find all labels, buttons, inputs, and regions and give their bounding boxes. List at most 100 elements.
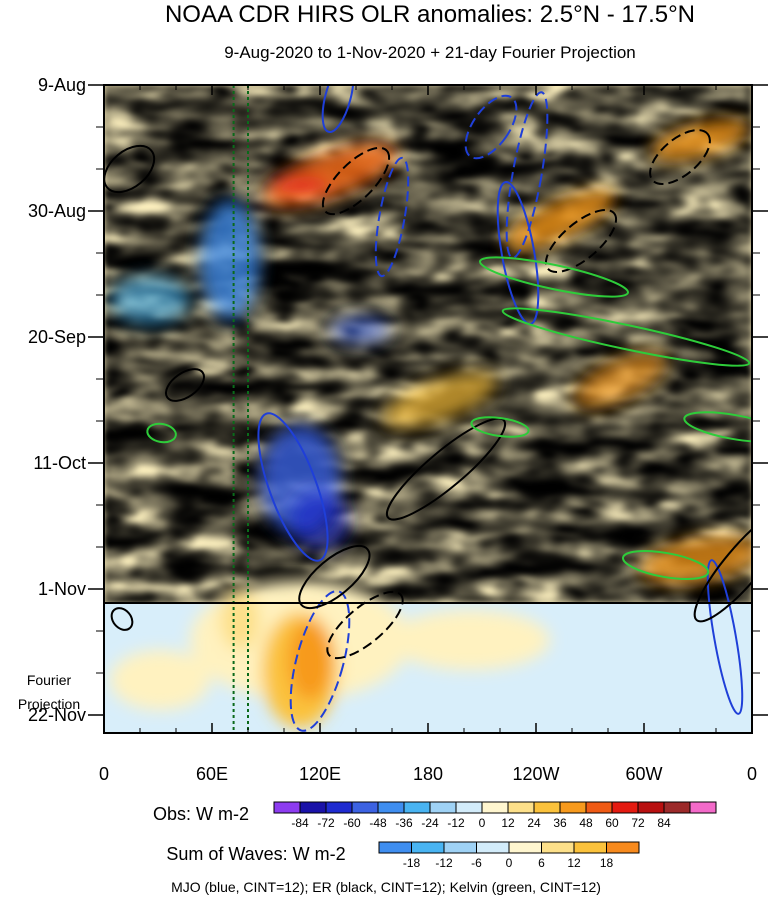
colorbar-swatch bbox=[585, 801, 613, 814]
colorbar-level-label: 72 bbox=[631, 816, 645, 830]
colorbar-level-label: 12 bbox=[567, 856, 581, 870]
contour-mjo bbox=[289, 590, 351, 732]
x-tick-label: 0 bbox=[99, 764, 109, 784]
obs-colorbar: -84 -72 -60 -48 -36 -24 -12 0 12 24 36 48 60 72 84 bbox=[273, 801, 717, 830]
colorbar-swatch bbox=[455, 801, 483, 814]
chart-title: NOAA CDR HIRS OLR anomalies: 2.5°N - 17.… bbox=[165, 1, 695, 28]
colorbar-swatch bbox=[541, 841, 575, 854]
contour-er bbox=[110, 607, 134, 631]
contour-kelvin bbox=[470, 416, 530, 438]
contour-er bbox=[326, 590, 404, 660]
colorbar-swatch bbox=[606, 841, 640, 854]
y-tick-label: 22-Nov bbox=[28, 705, 86, 725]
colorbar-level-label: -24 bbox=[421, 816, 439, 830]
projection-field bbox=[110, 580, 550, 728]
colorbar-level-label: -18 bbox=[403, 856, 421, 870]
colorbar-swatch bbox=[533, 801, 561, 814]
colorbar-swatch bbox=[273, 801, 301, 814]
colorbar-level-label: 24 bbox=[527, 816, 541, 830]
colorbar-swatch bbox=[443, 841, 477, 854]
y-axis: 9-Aug 30-Aug 20-Sep 11-Oct 1-Nov 22-Nov bbox=[28, 75, 768, 725]
x-tick-label: 120W bbox=[512, 764, 559, 784]
waves-colorbar: -18 -12 -6 0 6 12 18 bbox=[378, 841, 640, 870]
x-tick-label: 180 bbox=[413, 764, 443, 784]
colorbar-swatch bbox=[507, 801, 535, 814]
contour-kelvin bbox=[622, 550, 710, 580]
contour-mjo bbox=[505, 91, 549, 259]
colorbar-swatch bbox=[611, 801, 639, 814]
colorbar-swatch bbox=[663, 801, 691, 814]
colorbar-level-label: -36 bbox=[395, 816, 413, 830]
colorbar-level-label: 0 bbox=[479, 816, 486, 830]
x-axis: 0 60E 120E 180 120W 60W 0 bbox=[99, 85, 757, 784]
colorbar-swatch bbox=[429, 801, 457, 814]
colorbar-swatch bbox=[573, 841, 607, 854]
wave-contours bbox=[104, 85, 752, 732]
x-tick-label: 60E bbox=[196, 764, 228, 784]
colorbar-level-label: -60 bbox=[343, 816, 361, 830]
colorbar-level-label: -6 bbox=[471, 856, 482, 870]
colorbar-swatch bbox=[637, 801, 665, 814]
colorbar-swatch bbox=[403, 801, 431, 814]
contour-er bbox=[321, 146, 391, 216]
colorbar-level-label: -48 bbox=[369, 816, 387, 830]
contour-mjo bbox=[257, 412, 329, 562]
contour-kelvin bbox=[683, 411, 752, 443]
colorbar-swatch bbox=[689, 801, 717, 814]
obs-field-warm bbox=[104, 85, 752, 603]
x-tick-label: 120E bbox=[299, 764, 341, 784]
dotted-lines bbox=[232, 85, 249, 733]
x-tick-label: 0 bbox=[747, 764, 757, 784]
colorbar-swatch bbox=[299, 801, 327, 814]
colorbar-level-label: -12 bbox=[435, 856, 453, 870]
y-tick-label: 20-Sep bbox=[28, 327, 86, 347]
contour-er bbox=[544, 208, 618, 274]
colorbar-level-label: 6 bbox=[538, 856, 545, 870]
contour-mjo bbox=[321, 85, 355, 133]
colorbar-level-label: 0 bbox=[506, 856, 513, 870]
contour-kelvin bbox=[479, 256, 629, 298]
colorbar-swatch bbox=[351, 801, 379, 814]
contour-mjo bbox=[706, 559, 744, 715]
colorbar-level-label: -12 bbox=[447, 816, 465, 830]
colorbar-level-label: -84 bbox=[291, 816, 309, 830]
contour-er bbox=[165, 368, 205, 402]
contour-er bbox=[298, 544, 371, 610]
contour-mjo bbox=[374, 156, 410, 278]
colorbar-level-label: -72 bbox=[317, 816, 335, 830]
projection-label-line1: Fourier bbox=[27, 672, 72, 688]
obs-colorbar-label: Obs: W m-2 bbox=[153, 804, 249, 824]
chart-subtitle: 9-Aug-2020 to 1-Nov-2020 + 21-day Fourie… bbox=[224, 43, 636, 62]
projection-label-line2: Projection bbox=[18, 696, 80, 712]
contour-er bbox=[104, 144, 156, 194]
colorbar-swatch bbox=[377, 801, 405, 814]
contour-kelvin bbox=[146, 422, 177, 444]
contour-kelvin bbox=[501, 307, 751, 367]
x-tick-label: 60W bbox=[625, 764, 662, 784]
colorbar-level-label: 84 bbox=[657, 816, 671, 830]
plot-area bbox=[104, 85, 752, 733]
colorbar-level-label: 48 bbox=[579, 816, 593, 830]
colorbar-swatch bbox=[481, 801, 509, 814]
contour-er bbox=[385, 417, 507, 521]
y-tick-label: 30-Aug bbox=[28, 201, 86, 221]
colorbar-swatch bbox=[411, 841, 445, 854]
colorbar-level-label: 12 bbox=[501, 816, 515, 830]
footnote: MJO (blue, CINT=12); ER (black, CINT=12)… bbox=[171, 879, 601, 895]
contour-er bbox=[649, 129, 711, 185]
colorbar-swatch bbox=[325, 801, 353, 814]
waves-colorbar-label: Sum of Waves: W m-2 bbox=[166, 844, 345, 864]
contour-er bbox=[693, 507, 752, 623]
colorbar-level-label: 60 bbox=[605, 816, 619, 830]
obs-anomaly-blobs bbox=[110, 119, 752, 585]
colorbar-level-label: 18 bbox=[600, 856, 614, 870]
colorbar-swatch bbox=[559, 801, 587, 814]
colorbar-swatch bbox=[476, 841, 510, 854]
colorbar-level-label: 36 bbox=[553, 816, 567, 830]
colorbar-swatch bbox=[508, 841, 542, 854]
y-tick-label: 11-Oct bbox=[33, 453, 86, 473]
y-tick-label: 9-Aug bbox=[38, 75, 86, 95]
y-tick-label: 1-Nov bbox=[38, 579, 86, 599]
colorbar-swatch bbox=[378, 841, 412, 854]
